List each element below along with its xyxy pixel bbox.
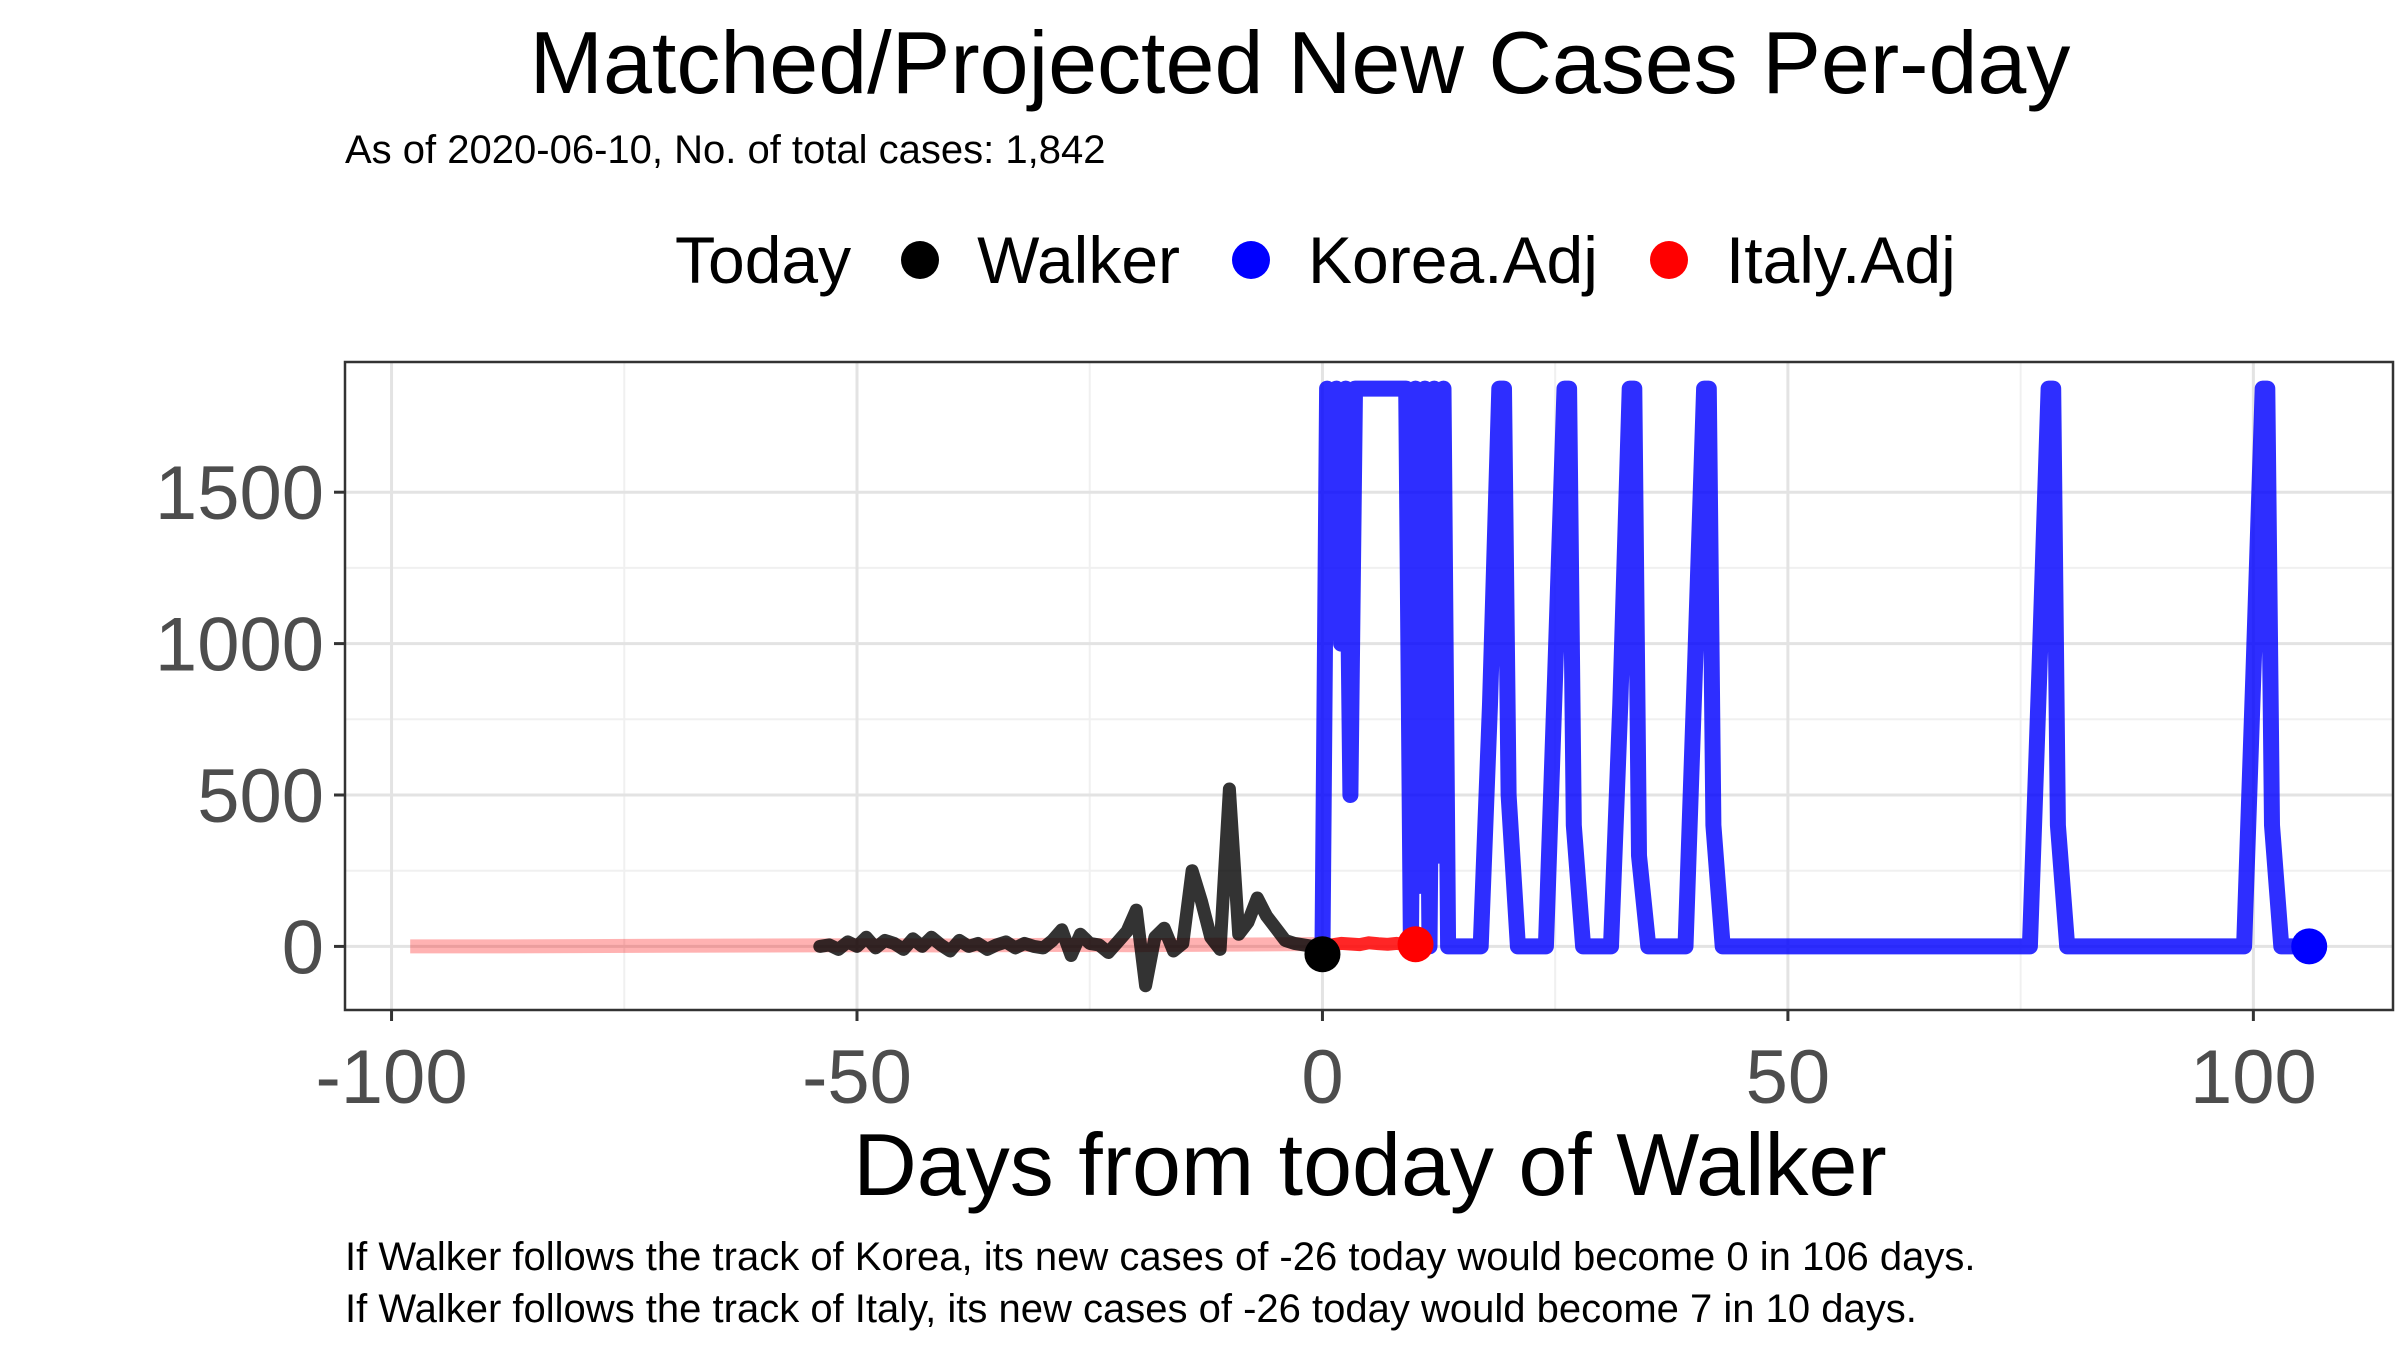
legend-label-walker: Walker: [977, 223, 1181, 297]
caption-korea: If Walker follows the track of Korea, it…: [345, 1235, 1976, 1279]
legend-label-italy: Italy.Adj: [1725, 223, 1956, 297]
legend-key-korea: [1232, 241, 1271, 279]
today-point-korea-adj: [2291, 928, 2328, 965]
x-tick-label: 50: [1746, 1035, 1831, 1120]
y-tick-label: 500: [197, 754, 324, 839]
x-tick-label: -50: [802, 1035, 912, 1120]
x-tick-label: 0: [1301, 1035, 1343, 1120]
series-line-walker: [813, 782, 1329, 993]
legend-item-italy: Italy.Adj: [1649, 222, 1956, 298]
x-axis-label: Days from today of Walker: [853, 1115, 1887, 1214]
y-tick-label: 1500: [155, 451, 324, 536]
legend-item-walker: Walker: [901, 222, 1180, 298]
x-tick-label: 100: [2190, 1035, 2317, 1120]
legend-key-walker: [901, 241, 940, 279]
legend-label-korea: Korea.Adj: [1308, 223, 1598, 297]
legend-item-korea: Korea.Adj: [1232, 222, 1598, 298]
today-point-italy-adj: [1397, 926, 1434, 963]
plot-border: [343, 360, 2395, 1012]
plot-panel: [345, 362, 2393, 1010]
series-line-korea-adj: [1314, 380, 2310, 955]
today-point-walker: [1304, 936, 1341, 973]
y-tick-label: 1000: [155, 603, 324, 688]
y-tick-label: 0: [282, 905, 324, 990]
legend: Today Walker Korea.Adj Italy.Adj: [675, 215, 2008, 305]
caption-italy: If Walker follows the track of Italy, it…: [345, 1287, 1917, 1331]
legend-key-italy: [1649, 241, 1688, 279]
chart-subtitle: As of 2020-06-10, No. of total cases: 1,…: [345, 128, 1106, 172]
x-tick-label: -100: [315, 1035, 467, 1120]
chart-title: Matched/Projected New Cases Per-day: [529, 13, 2071, 112]
legend-title: Today: [675, 223, 852, 297]
